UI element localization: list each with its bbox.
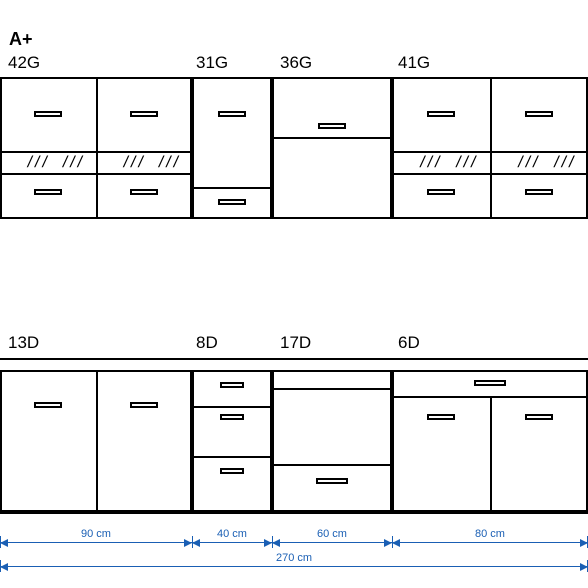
- dimension-label: 80 cm: [392, 528, 588, 540]
- handle: [218, 199, 246, 205]
- handle: [427, 111, 455, 117]
- handle: [525, 414, 553, 420]
- lower-label: 6D: [398, 333, 420, 353]
- lower-cabinet: [272, 370, 392, 512]
- handle: [220, 468, 244, 474]
- lower-label: 13D: [8, 333, 39, 353]
- dimension-total: 270 cm: [0, 552, 588, 564]
- handle: [34, 111, 62, 117]
- upper-cabinet: [272, 77, 392, 219]
- energy-badge: A+: [9, 29, 33, 50]
- handle: [130, 402, 158, 408]
- dimension-label: 60 cm: [272, 528, 392, 540]
- handle: [427, 414, 455, 420]
- upper-label: 42G: [8, 53, 40, 73]
- handle: [34, 402, 62, 408]
- lower-label: 17D: [280, 333, 311, 353]
- handle: [427, 189, 455, 195]
- lower-cabinet: [192, 370, 272, 512]
- handle: [316, 478, 348, 484]
- handle: [130, 111, 158, 117]
- handle: [220, 414, 244, 420]
- handle: [525, 111, 553, 117]
- handle: [525, 189, 553, 195]
- dimension-label: 90 cm: [0, 528, 192, 540]
- handle: [34, 189, 62, 195]
- upper-label: 31G: [196, 53, 228, 73]
- upper-label: 41G: [398, 53, 430, 73]
- handle: [130, 189, 158, 195]
- handle: [218, 111, 246, 117]
- handle: [318, 123, 346, 129]
- handle: [220, 382, 244, 388]
- upper-cabinet: [192, 77, 272, 219]
- dimension-label: 40 cm: [192, 528, 272, 540]
- upper-label: 36G: [280, 53, 312, 73]
- handle: [474, 380, 506, 386]
- lower-label: 8D: [196, 333, 218, 353]
